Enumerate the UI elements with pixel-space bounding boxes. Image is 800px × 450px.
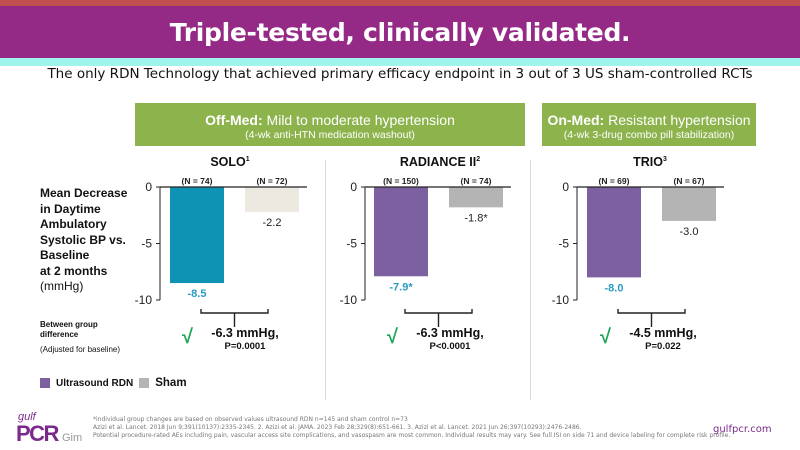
y-tick-label: -5 (558, 237, 569, 251)
bar-rdn (170, 187, 224, 284)
y-tick-label: 0 (350, 180, 357, 194)
page-title: Triple-tested, clinically validated. (169, 17, 631, 47)
legend-label-rdn: Ultrasound RDN (56, 377, 134, 389)
difference-radiance: √ -6.3 mmHg, P<0.0001 (387, 326, 484, 352)
site-url[interactable]: gulfpcr.com (713, 424, 772, 435)
trial-title-radiance: RADIANCE II2 (399, 155, 481, 169)
footnotes: *individual group changes are based on o… (93, 416, 731, 439)
y-tick-label: -10 (135, 293, 153, 307)
bar-rdn (374, 187, 428, 277)
n-label: (N = 69) (599, 176, 630, 186)
y-tick-label: 0 (145, 180, 152, 194)
y-tick-label: -10 (340, 293, 358, 307)
legend-swatch-rdn (40, 378, 50, 388)
gulfpcr-logo: gulf PCR Gim (16, 411, 83, 446)
group-label-bold: On-Med: (547, 112, 605, 128)
n-label: (N = 150) (383, 176, 419, 186)
top-accent-strip (0, 0, 800, 6)
y-tick-label: -5 (346, 237, 357, 251)
group-sublabel: (4-wk 3-drug combo pill stabilization) (563, 129, 735, 141)
group-header-off-med: Off-Med: Mild to moderate hypertension (… (135, 103, 525, 146)
between-group-label: Between group difference (Adjusted for b… (40, 320, 121, 354)
difference-bracket (617, 309, 686, 327)
cyan-accent-strip (0, 58, 800, 66)
trial-title-trio: TRIO3 (633, 155, 667, 169)
difference-trio: √ -4.5 mmHg, P=0.022 (600, 326, 697, 352)
bar-sham (662, 187, 716, 221)
value-label: -3.0 (680, 226, 699, 238)
difference-bracket (200, 309, 269, 327)
value-label: -7.9* (389, 281, 413, 293)
chart-divider (325, 160, 326, 400)
n-label: (N = 74) (461, 176, 492, 186)
legend: Ultrasound RDN Sham (40, 377, 187, 389)
n-label: (N = 67) (674, 176, 705, 186)
bar-sham (449, 187, 503, 208)
trial-title-solo: SOLO1 (210, 155, 250, 169)
value-label: -2.2 (263, 217, 282, 229)
legend-label-sham: Sham (155, 377, 187, 389)
group-label: Resistant hypertension (604, 112, 751, 128)
group-header-on-med: On-Med: Resistant hypertension (4-wk 3-d… (542, 103, 756, 146)
n-label: (N = 72) (257, 176, 288, 186)
group-label: Mild to moderate hypertension (262, 112, 455, 128)
check-icon: √ (600, 326, 611, 348)
group-sublabel: (4-wk anti-HTN medication washout) (245, 129, 415, 141)
chart-divider (530, 160, 531, 400)
difference-bracket (404, 309, 473, 327)
page-subtitle: The only RDN Technology that achieved pr… (47, 66, 753, 82)
y-axis-label: Mean Decrease in Daytime Ambulatory Syst… (40, 186, 128, 293)
check-icon: √ (182, 326, 193, 348)
difference-solo: √ -6.3 mmHg, P=0.0001 (182, 326, 279, 352)
legend-swatch-sham (139, 378, 150, 388)
n-label: (N = 74) (182, 176, 213, 186)
group-label-bold: Off-Med: (205, 112, 263, 128)
value-label: -8.0 (605, 282, 624, 294)
bar-sham (245, 187, 299, 212)
check-icon: √ (387, 326, 398, 348)
y-tick-label: -10 (552, 293, 570, 307)
y-tick-label: 0 (562, 180, 569, 194)
value-label: -1.8* (464, 212, 488, 224)
value-label: -8.5 (188, 288, 207, 300)
y-tick-label: -5 (141, 237, 152, 251)
title-banner: Triple-tested, clinically validated. (0, 6, 800, 58)
bar-rdn (587, 187, 641, 278)
